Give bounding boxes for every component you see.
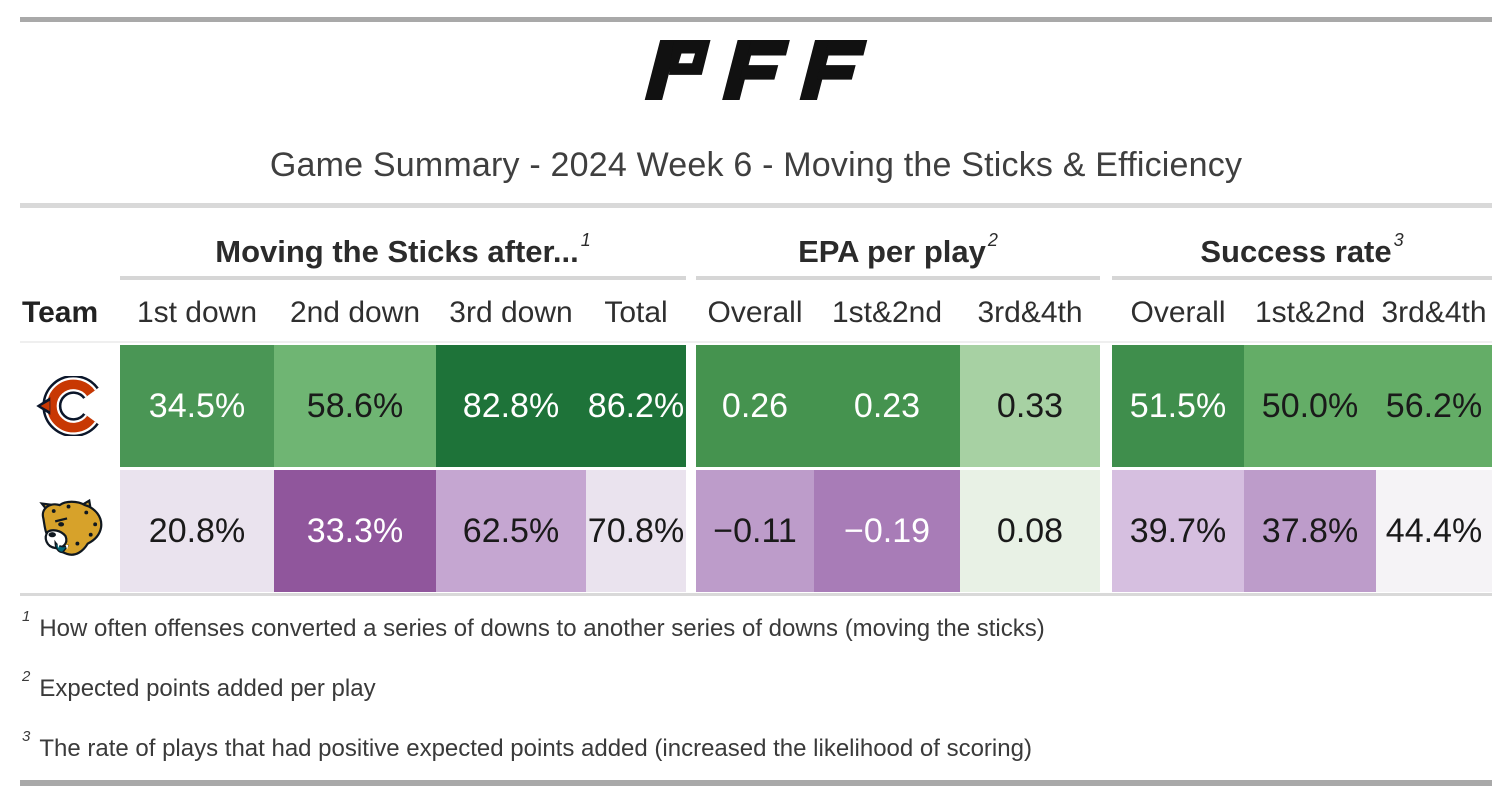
column-header: Overall: [1130, 296, 1226, 329]
column-header-row: Team 1st down 2nd down 3rd down Total Overal…: [20, 288, 1492, 338]
stat-cell: −0.11: [696, 470, 814, 592]
group-header-success-rate: Success rate 3: [1112, 230, 1492, 274]
header-divider: [20, 341, 1492, 343]
stat-cell: 0.33: [960, 345, 1100, 467]
group-underline: [120, 276, 686, 280]
column-header: 1st&2nd: [1254, 296, 1366, 329]
column-header: 1st&2nd: [831, 296, 943, 329]
team-column-header: Team: [22, 296, 99, 329]
stat-cell: 86.2%: [586, 345, 686, 467]
footnote-1: 1 How often offenses converted a series o…: [22, 608, 1045, 643]
stat-cell: 44.4%: [1376, 470, 1492, 592]
group-header-row: Moving the Sticks after... 1 EPA per play…: [20, 218, 1492, 274]
team-logo-bears: [20, 345, 120, 467]
stat-cell: 51.5%: [1112, 345, 1244, 467]
group-header-label: Moving the Sticks after...: [215, 234, 579, 269]
footnote-ref: 1: [580, 230, 591, 250]
bottom-divider: [20, 780, 1492, 786]
footnote-text: How often offenses converted a series of…: [39, 615, 1045, 642]
footnote-2: 2 Expected points added per play: [22, 668, 376, 703]
stat-cell: 37.8%: [1244, 470, 1376, 592]
footnote-text: Expected points added per play: [39, 675, 376, 702]
stat-cell: −0.19: [814, 470, 960, 592]
stat-cell: 50.0%: [1244, 345, 1376, 467]
column-header: 3rd down: [449, 296, 573, 329]
group-header-label: EPA per play: [798, 234, 986, 269]
title-divider: [20, 203, 1492, 208]
footnote-sup: 3: [22, 728, 31, 745]
group-header-moving-the-sticks: Moving the Sticks after... 1: [120, 230, 686, 274]
column-header: 1st down: [136, 296, 258, 329]
column-header: Total: [604, 296, 668, 329]
group-header-epa-per-play: EPA per play 2: [696, 230, 1100, 274]
stat-cell: 0.23: [814, 345, 960, 467]
stat-cell: 39.7%: [1112, 470, 1244, 592]
group-underline-row: [20, 276, 1492, 280]
stat-cell: 33.3%: [274, 470, 436, 592]
stat-cell: 56.2%: [1376, 345, 1492, 467]
column-header: Overall: [707, 296, 803, 329]
footnote-sup: 2: [22, 668, 31, 685]
stat-cell: 58.6%: [274, 345, 436, 467]
team-logo-jaguars: [20, 470, 120, 592]
stat-cell: 0.08: [960, 470, 1100, 592]
stat-cell: 20.8%: [120, 470, 274, 592]
stat-cell: 62.5%: [436, 470, 586, 592]
group-underline: [1112, 276, 1492, 280]
group-underline: [696, 276, 1100, 280]
pff-logo: [0, 40, 1512, 100]
column-header: 3rd&4th: [1381, 296, 1487, 329]
footnote-ref: 3: [1393, 230, 1404, 250]
top-divider: [20, 17, 1492, 22]
column-header: 3rd&4th: [977, 296, 1083, 329]
stat-cell: 70.8%: [586, 470, 686, 592]
page-title: Game Summary - 2024 Week 6 - Moving the …: [269, 146, 1243, 184]
table-bottom-divider: [20, 593, 1492, 596]
stat-cell: 82.8%: [436, 345, 586, 467]
column-header: 2nd down: [289, 296, 421, 329]
jaguars-logo-icon: [39, 499, 103, 556]
footnote-text: The rate of plays that had positive expe…: [39, 735, 1032, 762]
bears-logo-icon: [36, 376, 99, 436]
footnote-ref: 2: [987, 230, 998, 250]
table-row: 34.5% 58.6% 82.8% 86.2% 0.26 0.23 0.33 51.5% 50.…: [20, 345, 1492, 467]
footnote-3: 3 The rate of plays that had positive exp…: [22, 728, 1032, 763]
footnote-sup: 1: [22, 608, 31, 625]
pff-logo-icon: [644, 40, 868, 100]
stat-cell: 34.5%: [120, 345, 274, 467]
group-header-label: Success rate: [1200, 234, 1392, 269]
stat-cell: 0.26: [696, 345, 814, 467]
table-row: 20.8% 33.3% 62.5% 70.8% −0.11 −0.19 0.08 39.7% 3…: [20, 470, 1492, 592]
